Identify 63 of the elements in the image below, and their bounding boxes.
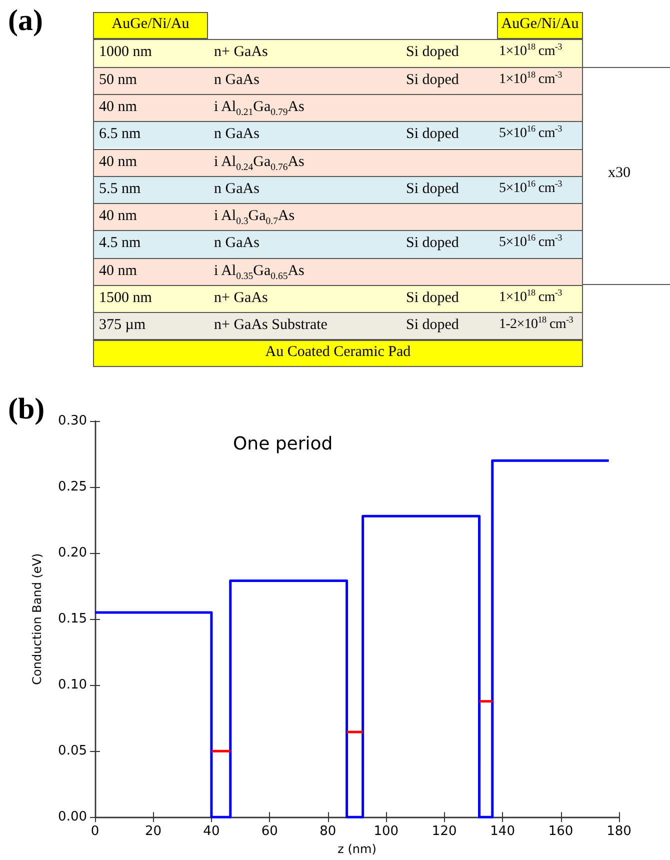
text: n+ GaAs	[214, 44, 268, 60]
text: i Al$_{0.21}$Ga$_{0.79}$As	[214, 98, 304, 118]
text: 40 nm	[99, 208, 137, 224]
text: n GaAs	[214, 180, 260, 197]
text: 5×10$^{16}$ cm$^{-3}$	[499, 124, 562, 142]
text: 1×10$^{18}$ cm$^{-3}$	[499, 42, 562, 60]
x-tick-label: 180	[606, 824, 632, 840]
y-tick-label: 0.30	[58, 414, 87, 428]
text: 40 nm	[99, 154, 137, 170]
y-tick-label: 0.25	[58, 480, 87, 495]
text: Si doped	[406, 317, 459, 334]
text: n+ GaAs	[214, 290, 268, 306]
line-series	[94, 459, 610, 818]
text: 1×10$^{18}$ cm$^{-3}$	[499, 287, 562, 305]
text: 5×10$^{16}$ cm$^{-3}$	[499, 178, 562, 196]
text: Si doped	[406, 290, 459, 306]
text: Si doped	[406, 44, 459, 60]
text: n GaAs	[214, 126, 260, 142]
x-tick-label: 40	[203, 824, 220, 840]
text: i Al$_{0.24}$Ga$_{0.76}$As	[214, 154, 304, 172]
text: 5.5 nm	[99, 180, 141, 197]
x-tick-label: 0	[90, 824, 100, 840]
text: 1000 nm	[99, 44, 152, 60]
y-tick-label: 0.15	[58, 612, 87, 627]
text: Au Coated Ceramic Pad	[265, 344, 411, 360]
y-axis-title: Conduction Band (eV)	[30, 553, 44, 685]
x-tick-label: 80	[320, 824, 336, 840]
x-tick-label: 60	[261, 824, 278, 840]
text: Si doped	[406, 72, 459, 88]
x-tick-label: 20	[144, 824, 162, 840]
text: 4.5 nm	[99, 235, 141, 252]
annotation: One period	[233, 434, 333, 454]
chart-title: (b)	[8, 392, 45, 426]
y-tick-label: 0.05	[58, 744, 87, 759]
text: 40 nm	[99, 262, 137, 279]
text: i Al$_{0.35}$Ga$_{0.65}$As	[214, 262, 304, 282]
text: 1-2×10$^{18}$ cm$^{-3}$	[499, 314, 573, 332]
text: n GaAs	[214, 235, 260, 252]
text: n+ GaAs Substrate	[214, 317, 328, 334]
y-tick-label: 0.00	[58, 810, 87, 825]
y-tick-label: 0.20	[58, 546, 87, 561]
text: 375 µm	[99, 317, 146, 334]
text: n GaAs	[214, 72, 260, 88]
text: AuGe/Ni/Au	[112, 16, 190, 32]
text: x30	[608, 164, 630, 181]
text: AuGe/Ni/Au	[501, 16, 579, 32]
text: (a)	[8, 4, 43, 37]
text: 5×10$^{16}$ cm$^{-3}$	[499, 232, 562, 250]
x-tick-label: 100	[374, 824, 399, 840]
text: Si doped	[406, 180, 459, 197]
x-tick-label: 120	[432, 824, 457, 840]
text: Si doped	[406, 126, 459, 142]
y-tick-label: 0.10	[58, 678, 87, 693]
text: 40 nm	[99, 98, 137, 115]
text: 1500 nm	[99, 290, 152, 306]
x-axis-title: z (nm)	[338, 842, 376, 856]
text: i Al$_{0.3}$Ga$_{0.7}$As	[214, 208, 295, 228]
x-tick-label: 140	[490, 824, 515, 840]
text: 50 nm	[99, 72, 137, 88]
text: Si doped	[406, 235, 459, 252]
text: 6.5 nm	[99, 126, 141, 142]
x-tick-label: 160	[548, 824, 574, 840]
text: 1×10$^{18}$ cm$^{-3}$	[499, 68, 562, 87]
